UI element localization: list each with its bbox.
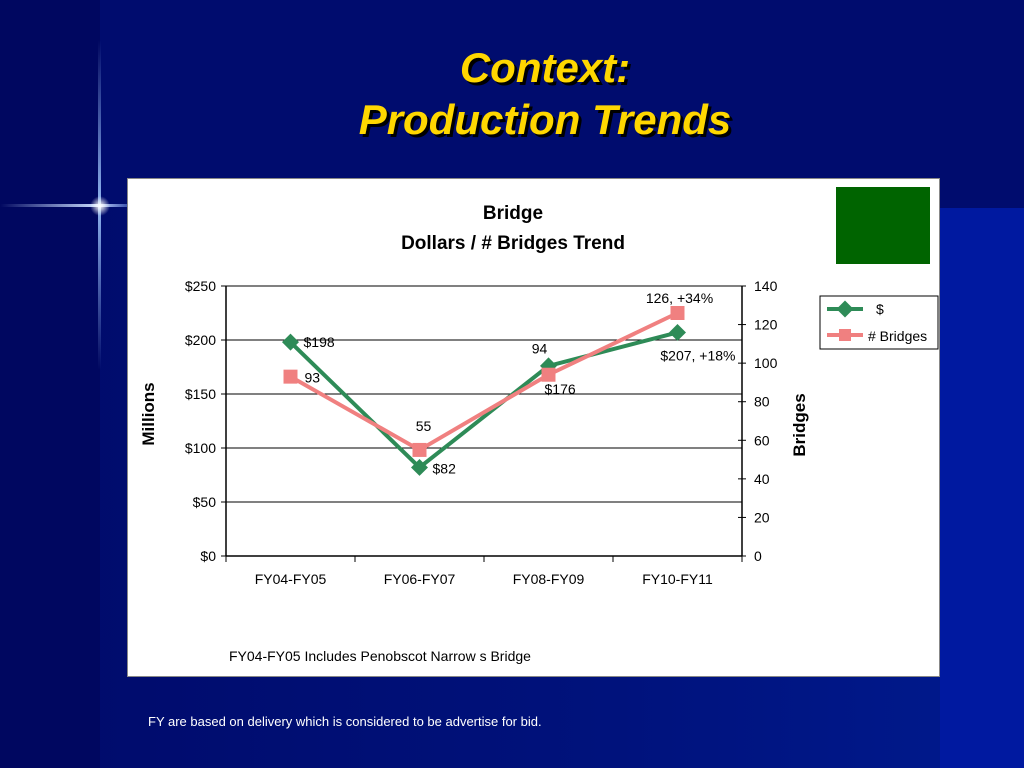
y-right-axis-label: Bridges — [790, 393, 809, 456]
y-right-tick-label: 0 — [754, 548, 762, 564]
series-layer: $198 $82 $176 $207, +18% 93 55 94 126, +34% — [282, 290, 736, 476]
y-left-axis-label: Millions — [139, 382, 158, 445]
sparkle-icon — [90, 196, 110, 216]
chart-title: Bridge — [483, 203, 543, 224]
data-point-bridges — [670, 306, 685, 320]
series-line-dollars — [289, 330, 679, 471]
legend-label-bridges: # Bridges — [868, 328, 927, 344]
axes: $0 $50 $100 $150 $200 $250 0 20 40 60 80 100 120 140 F… — [185, 278, 778, 587]
y-left-tick-label: $0 — [200, 548, 216, 564]
y-right-tick-label: 140 — [754, 278, 778, 294]
right-panel — [940, 208, 1024, 768]
y-left-tick-label: $100 — [185, 440, 216, 456]
y-right-tick-label: 60 — [754, 432, 770, 448]
chart-subtitle: Dollars / # Bridges Trend — [401, 233, 625, 254]
decorative-horizontal-line — [0, 204, 130, 207]
x-tick-label: FY08-FY09 — [513, 571, 585, 587]
data-point-dollars — [669, 323, 686, 341]
data-label-bridges: 55 — [416, 418, 432, 434]
y-right-tick-label: 20 — [754, 509, 770, 525]
y-left-tick-label: $200 — [185, 332, 216, 348]
legend: $ # Bridges — [819, 295, 939, 350]
legend-label-dollars: $ — [876, 301, 884, 317]
legend-marker-bridges — [839, 329, 851, 341]
x-tick-label: FY10-FY11 — [642, 571, 713, 587]
grid — [226, 285, 742, 503]
data-label-dollars: $207, +18% — [660, 347, 735, 363]
x-tick-label: FY04-FY05 — [255, 571, 327, 587]
series-line-bridges — [289, 311, 679, 453]
y-left-tick-label: $150 — [185, 386, 216, 402]
data-label-bridges: 94 — [532, 341, 548, 357]
y-right-tick-label: 100 — [754, 355, 778, 371]
y-right-tick-label: 80 — [754, 394, 770, 410]
title-line-2: Production Trends — [358, 96, 732, 143]
data-label-bridges: 93 — [305, 370, 321, 386]
y-left-tick-label: $250 — [185, 278, 216, 294]
data-label-dollars: $82 — [433, 460, 457, 476]
y-right-tick-label: 120 — [754, 317, 778, 333]
left-band — [0, 0, 100, 768]
title-line-1: Context: — [459, 44, 631, 91]
green-box — [836, 187, 930, 264]
y-right-tick-label: 40 — [754, 471, 770, 487]
data-label-bridges: 126, +34% — [646, 290, 713, 306]
top-band — [100, 0, 1024, 208]
data-point-dollars — [411, 458, 428, 476]
legend-marker-dollars — [836, 300, 854, 318]
y-left-tick-label: $50 — [193, 494, 217, 510]
footnote: FY are based on delivery which is consid… — [148, 714, 542, 729]
data-point-dollars — [282, 333, 299, 351]
chart: Bridge Dollars / # Bridges Trend $0 $50 $1… — [139, 203, 939, 664]
data-point-bridges — [541, 367, 556, 382]
data-point-bridges — [412, 442, 427, 457]
data-label-dollars: $176 — [545, 381, 576, 397]
x-tick-label: FY06-FY07 — [384, 571, 456, 587]
chart-container: Bridge Dollars / # Bridges Trend $0 $50 $1… — [127, 178, 940, 677]
data-point-bridges — [283, 369, 298, 384]
chart-annotation: FY04-FY05 Includes Penobscot Narrow s Br… — [229, 648, 531, 664]
data-label-dollars: $198 — [304, 334, 335, 350]
slide-title: Context: Production Trends — [250, 42, 840, 146]
